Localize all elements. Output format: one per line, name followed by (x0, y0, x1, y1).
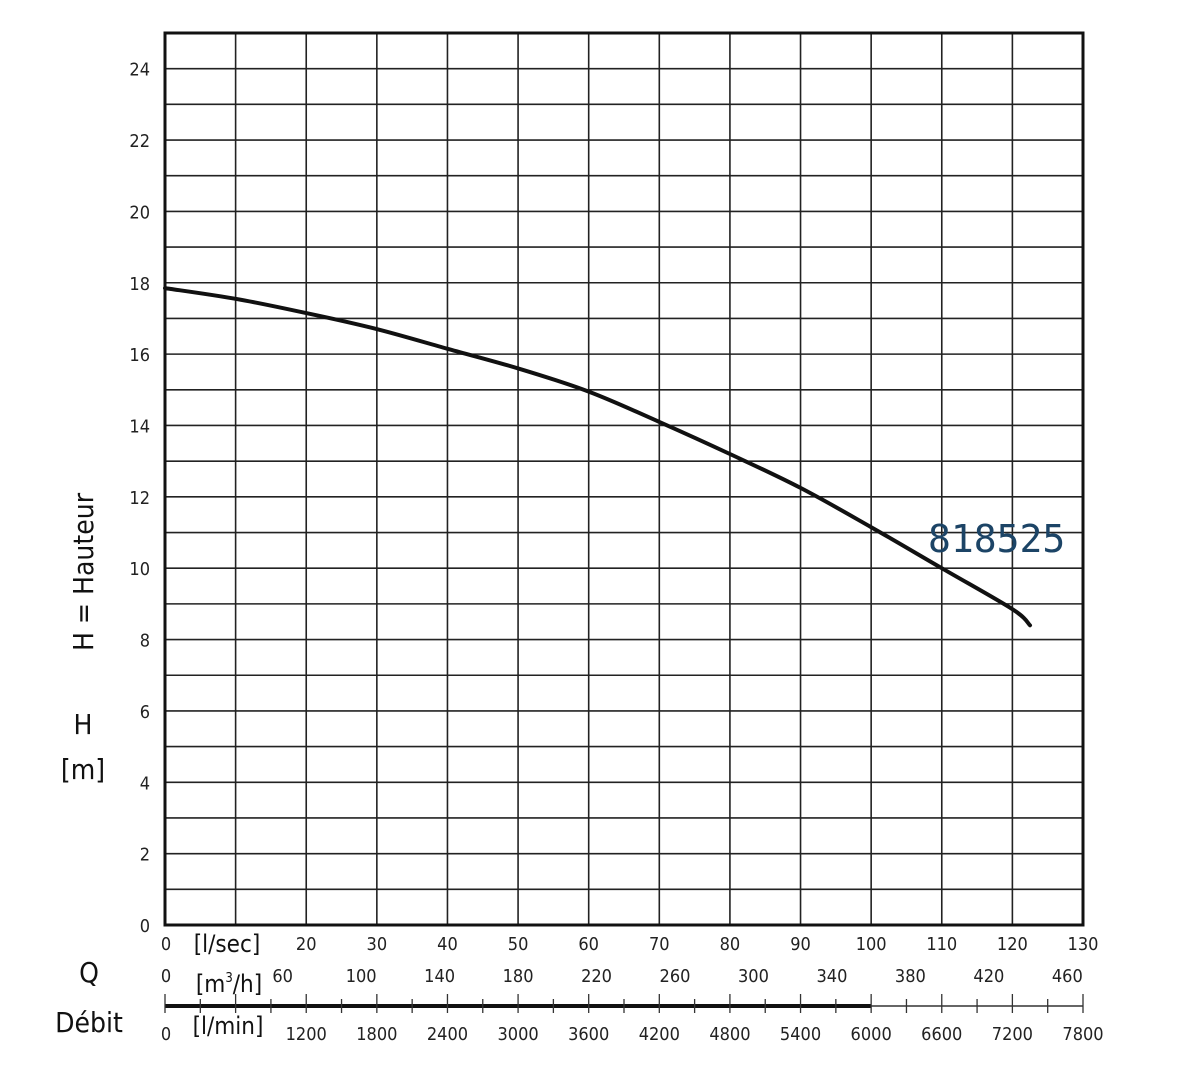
x-tick-label-m3h: 60 (272, 966, 293, 987)
x-scale-lsec-zero: 0 (161, 934, 171, 955)
x-tick-label-lmin: 4800 (709, 1024, 750, 1045)
x-tick-label-m3h: 460 (1052, 966, 1083, 987)
x-scale-lsec-unit: [l/sec] (194, 930, 261, 958)
x-tick-label-m3h: 420 (973, 966, 1004, 987)
x-tick-label-lmin: 1200 (286, 1024, 327, 1045)
x-tick-label-lsec: 90 (790, 934, 811, 955)
x-tick-label-m3h: 220 (581, 966, 612, 987)
x-tick-label-m3h: 180 (503, 966, 534, 987)
x-tick-label-lmin: 4200 (639, 1024, 680, 1045)
m3h-unit-suffix: /h] (233, 970, 262, 998)
y-tick-label: 18 (129, 274, 150, 295)
x-tick-label-lsec: 60 (578, 934, 599, 955)
x-axis-title: Débit (55, 1006, 123, 1039)
y-tick-label: 4 (140, 773, 150, 794)
x-tick-label-m3h: 260 (660, 966, 691, 987)
x-tick-label-lmin: 3600 (568, 1024, 609, 1045)
y-tick-label: 14 (129, 416, 150, 437)
y-axis-title: H = Hauteur (67, 492, 100, 651)
y-tick-label: 10 (129, 559, 150, 580)
grid (165, 32, 1083, 926)
y-tick-label: 2 (140, 845, 150, 866)
x-tick-label-lsec: 110 (926, 934, 957, 955)
x-tick-label-m3h: 380 (895, 966, 926, 987)
series-line-818525 (163, 286, 1032, 628)
x-tick-label-lsec: 20 (296, 934, 317, 955)
x-tick-label-m3h: 300 (738, 966, 769, 987)
x-tick-label-lsec: 120 (997, 934, 1028, 955)
y-tick-label: 0 (140, 916, 150, 937)
x-tick-label-lmin: 6000 (851, 1024, 892, 1045)
y-tick-label: 24 (129, 60, 150, 81)
x-tick-label-lsec: 80 (720, 934, 741, 955)
x-tick-label-lsec: 30 (367, 934, 388, 955)
m3h-unit-prefix: [m (196, 970, 225, 998)
y-tick-label: 8 (140, 631, 150, 652)
x-tick-label-lmin: 6600 (921, 1024, 962, 1045)
x-tick-label-lmin: 5400 (780, 1024, 821, 1045)
x-scale-m3h-unit: [m3/h] (196, 970, 262, 998)
x-tick-label-m3h: 140 (424, 966, 455, 987)
x-tick-label-lsec: 130 (1068, 934, 1099, 955)
x-scale-lmin-zero: 0 (161, 1024, 171, 1045)
m3h-unit-sup: 3 (225, 971, 232, 986)
x-tick-label-lsec: 50 (508, 934, 529, 955)
y-axis-symbol: H (74, 708, 93, 741)
x-scale-lmin-unit: [l/min] (193, 1012, 264, 1040)
x-axis-symbol: Q (79, 956, 99, 989)
x-tick-label-m3h: 340 (816, 966, 847, 987)
y-axis-unit: [m] (61, 753, 105, 786)
x-tick-label-lsec: 100 (856, 934, 887, 955)
x-tick-label-lsec: 70 (649, 934, 670, 955)
x-tick-label-lmin: 1800 (356, 1024, 397, 1045)
y-tick-label: 16 (129, 345, 150, 366)
x-tick-labels: 20 30 40 50 60 70 80 90 100 110 120 130 60 100 140 180 2… (272, 934, 1103, 1045)
y-tick-label: 12 (129, 488, 150, 509)
x-tick-label-lmin: 7200 (992, 1024, 1033, 1045)
x-tick-label-lmin: 2400 (427, 1024, 468, 1045)
flow-scale-bar (164, 994, 1084, 1013)
x-scale-m3h-zero: 0 (161, 966, 171, 987)
x-tick-label-lmin: 3000 (497, 1024, 538, 1045)
y-tick-label: 22 (129, 131, 150, 152)
curve-label: 818525 (928, 517, 1065, 561)
x-tick-label-m3h: 100 (346, 966, 377, 987)
plot-frame (163, 31, 1085, 927)
y-tick-label: 20 (129, 202, 150, 223)
x-tick-label-lmin: 7800 (1062, 1024, 1103, 1045)
y-tick-label: 6 (140, 702, 150, 723)
x-tick-label-lsec: 40 (437, 934, 458, 955)
